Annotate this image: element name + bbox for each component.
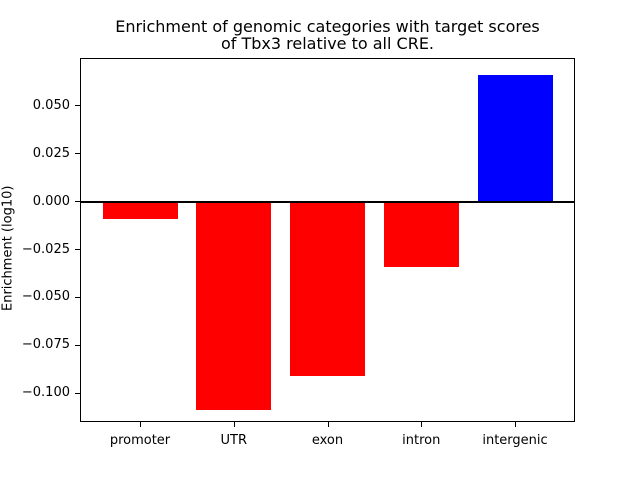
y-tick-label: 0.000 bbox=[32, 193, 70, 209]
y-tick-mark bbox=[75, 153, 80, 155]
x-tick-mark bbox=[327, 422, 329, 427]
y-tick-mark bbox=[75, 296, 80, 298]
y-tick-mark bbox=[75, 392, 80, 394]
x-tick-mark bbox=[515, 422, 516, 427]
chart-title-line-2: of Tbx3 relative to all CRE. bbox=[220, 34, 435, 53]
zero-baseline bbox=[80, 200, 575, 203]
y-tick-label: −0.100 bbox=[21, 385, 70, 401]
x-tick-mark bbox=[140, 422, 141, 427]
x-tick-label-UTR: UTR bbox=[220, 433, 248, 448]
x-tick-label-intron: intron bbox=[402, 433, 441, 448]
bar-intergenic bbox=[477, 75, 553, 202]
y-tick-label: 0.050 bbox=[32, 97, 70, 113]
x-tick-mark bbox=[233, 422, 235, 427]
y-tick-mark bbox=[75, 105, 80, 107]
y-tick-label: 0.025 bbox=[32, 145, 70, 161]
y-tick-mark bbox=[75, 201, 80, 203]
x-tick-label-intergenic: intergenic bbox=[482, 433, 548, 448]
x-tick-mark bbox=[421, 422, 423, 427]
bar-UTR bbox=[196, 201, 272, 411]
x-tick-label-promoter: promoter bbox=[109, 433, 171, 448]
bar-intron bbox=[383, 201, 459, 267]
y-tick-label: −0.025 bbox=[21, 241, 70, 257]
bar-exon bbox=[290, 201, 365, 376]
y-tick-mark bbox=[75, 344, 80, 346]
x-tick-label-exon: exon bbox=[311, 433, 344, 448]
y-tick-label: −0.075 bbox=[21, 337, 70, 353]
y-tick-label: −0.050 bbox=[21, 289, 70, 305]
chart-title: Enrichment of genomic categories with ta… bbox=[80, 18, 575, 52]
bar-promoter bbox=[102, 201, 178, 219]
chart-title-line-1: Enrichment of genomic categories with ta… bbox=[115, 17, 540, 36]
y-tick-mark bbox=[75, 249, 80, 251]
